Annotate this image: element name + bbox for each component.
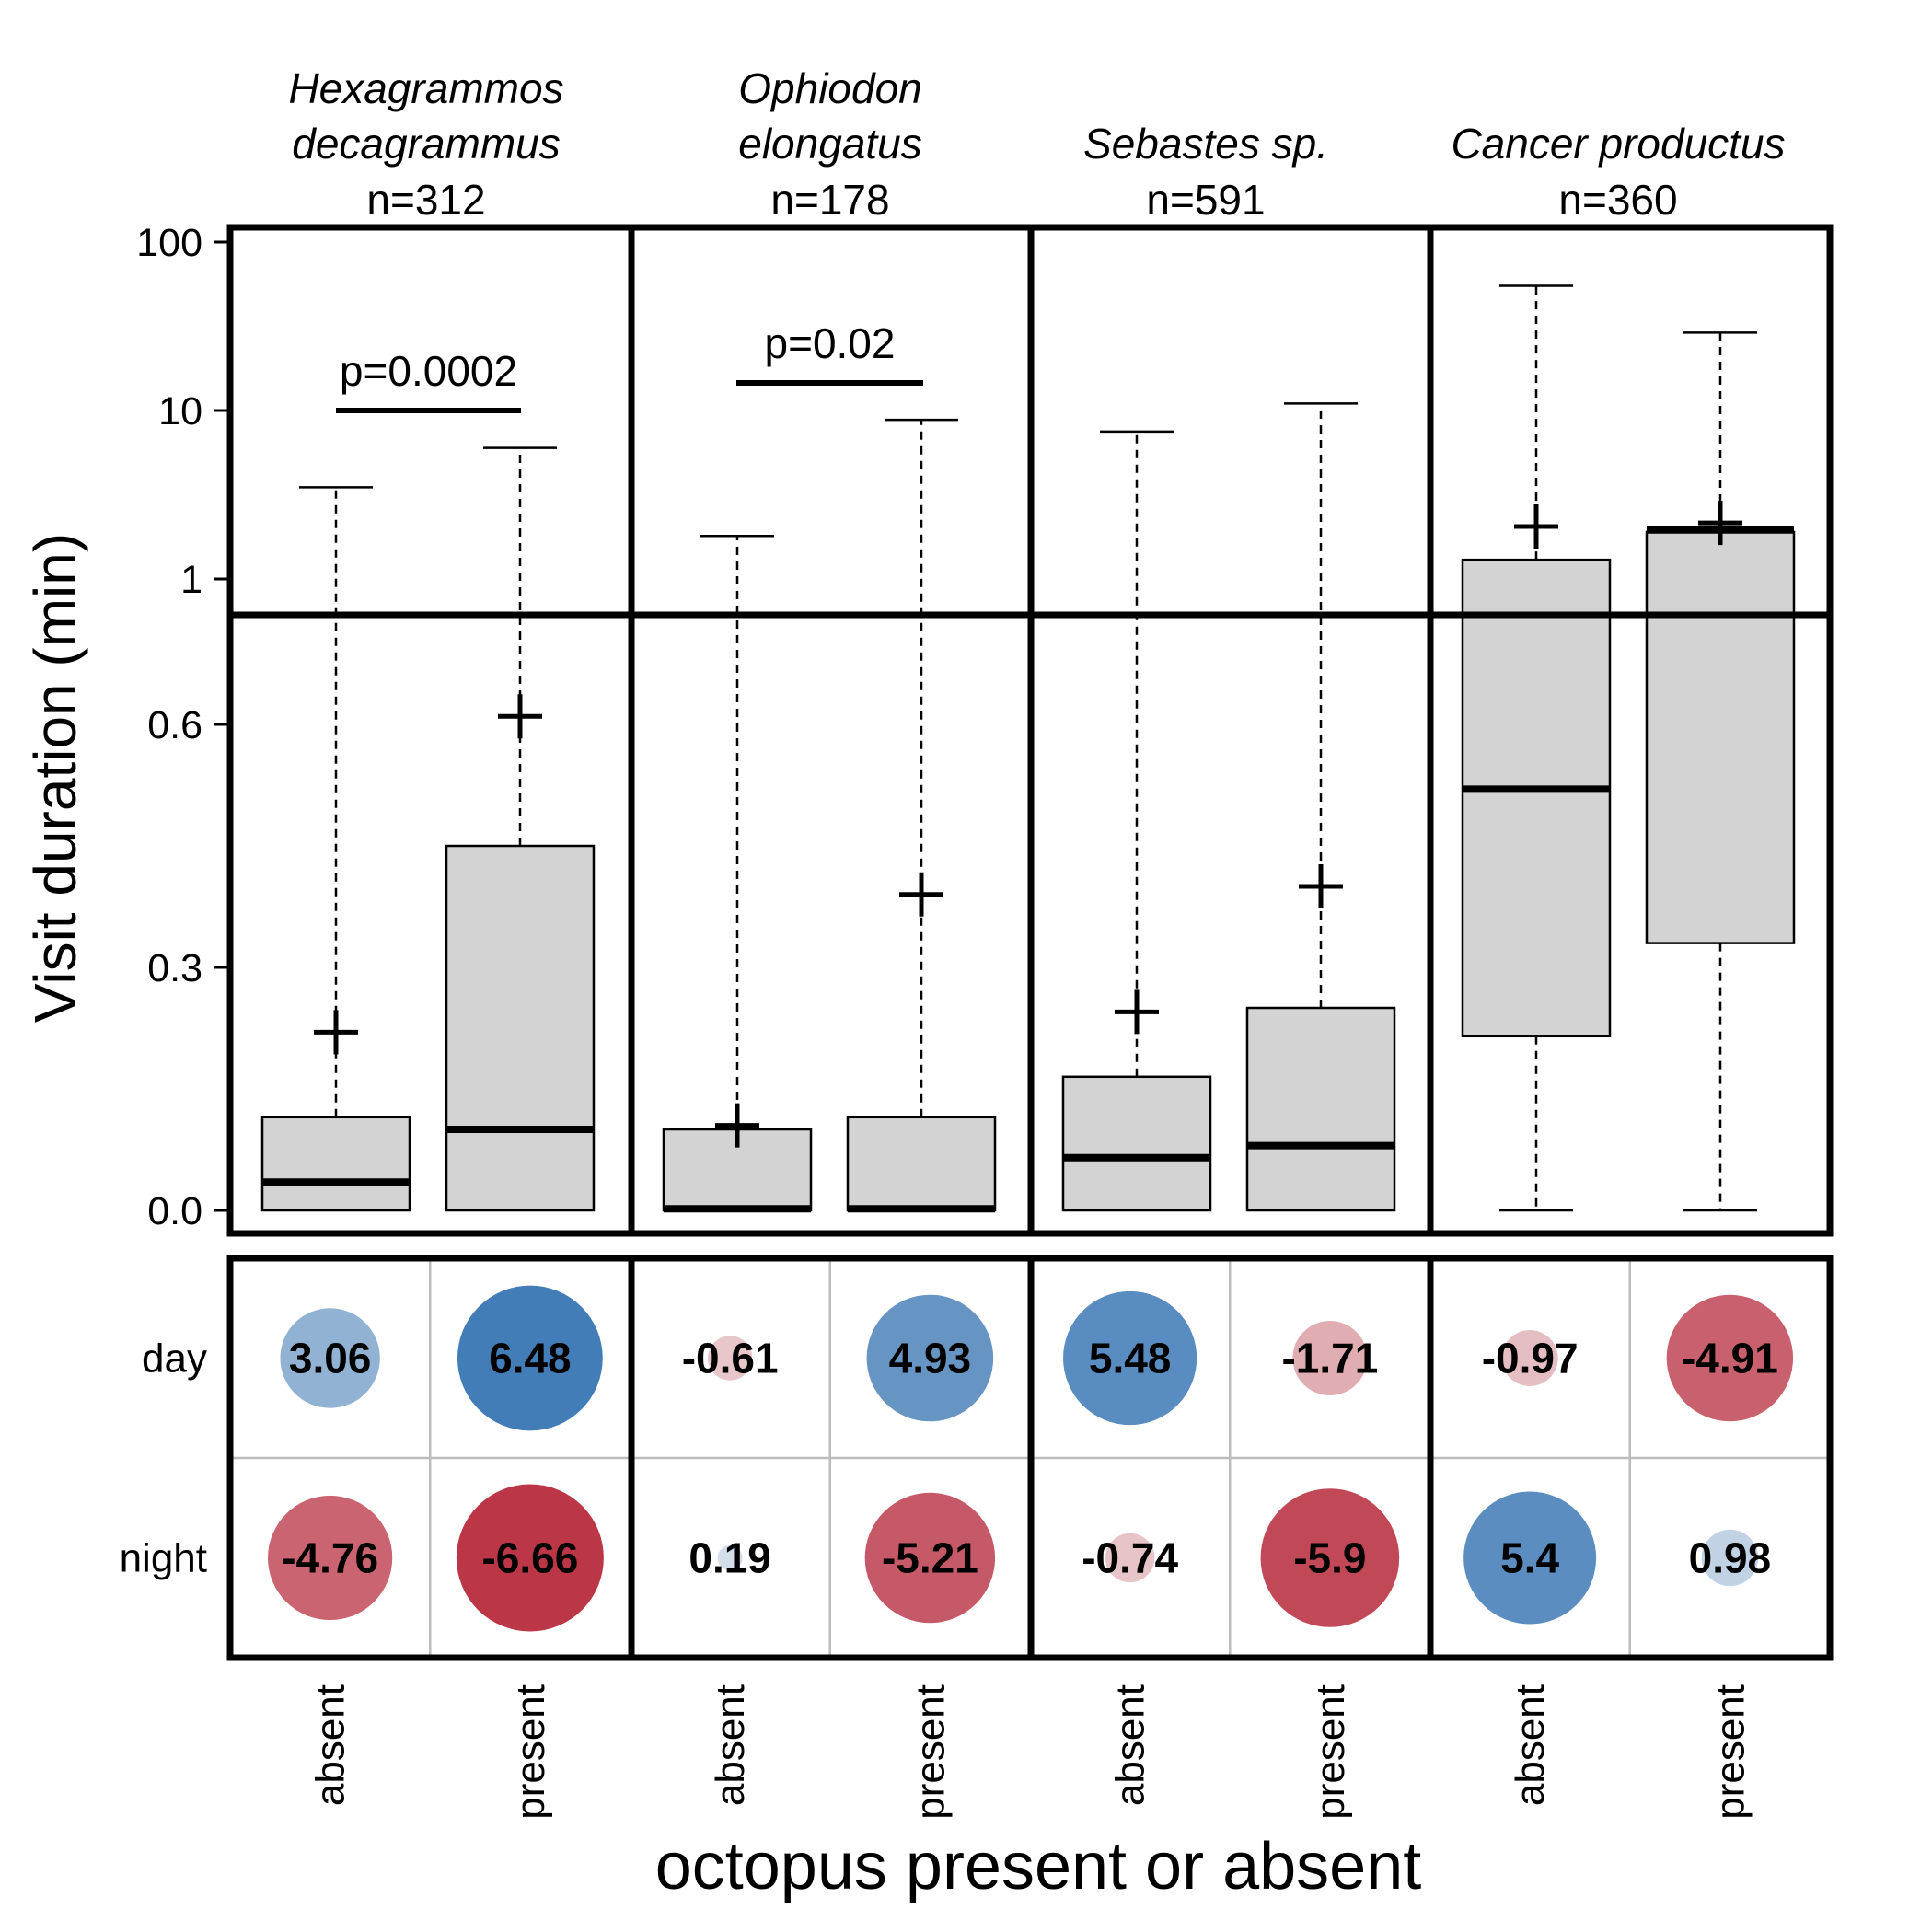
- residual-circle: [866, 1294, 994, 1422]
- x-axis-title: octopus present or absent: [655, 1830, 1422, 1903]
- x-category-label: absent: [1508, 1684, 1553, 1806]
- box-iqr: [445, 844, 596, 1212]
- residual-circle: [1292, 1321, 1368, 1395]
- residual-value-label: -5.21: [882, 1534, 978, 1582]
- y-axis-title: Visit duration (min): [22, 533, 88, 1023]
- residual-value-label: -0.97: [1482, 1335, 1579, 1382]
- residual-circle: [280, 1308, 380, 1408]
- residual-value-label: -1.71: [1281, 1335, 1378, 1382]
- species-name-line1: Ophiodon: [738, 64, 922, 112]
- residual-circle: [1463, 1491, 1597, 1625]
- y-tick-label: 0.6: [147, 703, 202, 747]
- residual-circle: [1701, 1529, 1759, 1587]
- residual-value-label: 0.98: [1689, 1534, 1772, 1582]
- residual-circle: [1666, 1294, 1794, 1422]
- x-category-label: present: [908, 1684, 953, 1820]
- residual-circle: [456, 1484, 604, 1632]
- p-value-label: p=0.02: [765, 319, 896, 367]
- boxplot-panel-group: 0.0 0.3 0.6 1 10 100 Hexagrammos decagrammus n=3…: [136, 64, 1834, 1237]
- box-iqr: [1461, 558, 1612, 1038]
- residual-circle: [864, 1492, 996, 1624]
- species-name-line2: decagrammus: [292, 120, 560, 168]
- y-tick-label: 1: [180, 558, 202, 602]
- residual-value-label: 5.4: [1500, 1534, 1559, 1582]
- species-name-line2: Cancer productus: [1451, 120, 1785, 168]
- residual-value-label: 5.48: [1089, 1335, 1172, 1382]
- box-iqr: [1061, 1075, 1212, 1212]
- residual-value-label: -4.91: [1682, 1335, 1778, 1382]
- residual-value-label: -5.9: [1293, 1534, 1366, 1582]
- residual-value-label: -6.66: [481, 1534, 578, 1582]
- y-tick-label: 0.0: [147, 1189, 202, 1233]
- sample-size-label: n=360: [1558, 176, 1677, 224]
- box-iqr: [846, 1116, 997, 1212]
- box-iqr: [1645, 530, 1796, 944]
- y-tick-label: 100: [136, 221, 202, 265]
- x-category-label: absent: [708, 1684, 753, 1806]
- p-value-label: p=0.0002: [340, 347, 517, 395]
- residual-value-label: 4.93: [889, 1335, 972, 1382]
- heatmap-row-label: night: [120, 1536, 207, 1581]
- residual-value-label: -0.74: [1082, 1534, 1178, 1582]
- sample-size-label: n=312: [366, 176, 485, 224]
- y-tick-label: 10: [158, 389, 202, 434]
- sample-size-label: n=591: [1146, 176, 1265, 224]
- box-iqr: [1245, 1006, 1396, 1212]
- residual-circle: [457, 1285, 603, 1431]
- species-name-line1: Hexagrammos: [288, 64, 563, 112]
- residual-circle: [268, 1495, 393, 1621]
- x-category-label: present: [1308, 1684, 1353, 1820]
- y-tick-label: 0.3: [147, 946, 202, 990]
- species-name-line2: Sebastes sp.: [1083, 120, 1328, 168]
- residual-value-label: 6.48: [489, 1335, 572, 1382]
- residual-circle: [1063, 1290, 1197, 1426]
- residual-value-label: -0.61: [682, 1335, 779, 1382]
- residual-circle: [717, 1545, 743, 1570]
- residual-circle: [1501, 1330, 1558, 1386]
- species-name-line2: elongatus: [738, 120, 922, 168]
- residual-circle: [1105, 1533, 1155, 1583]
- heatmap-panel-group: 3.06 6.48 -0.61 4.93 5.48 -1.71 -0.97 -4.91 -4.7…: [120, 1255, 1834, 1820]
- residual-value-label: 3.06: [289, 1335, 372, 1382]
- x-category-label: absent: [1108, 1684, 1153, 1806]
- x-category-label: present: [508, 1684, 553, 1820]
- box-iqr: [260, 1116, 411, 1212]
- x-category-label: present: [1707, 1684, 1753, 1820]
- sample-size-label: n=178: [770, 176, 889, 224]
- residual-circle: [707, 1336, 753, 1381]
- residual-value-label: 0.19: [688, 1534, 771, 1582]
- heatmap-row-label: day: [142, 1336, 207, 1382]
- x-category-label: absent: [308, 1684, 353, 1806]
- residual-value-label: -4.76: [282, 1534, 378, 1582]
- residual-circle: [1260, 1488, 1400, 1627]
